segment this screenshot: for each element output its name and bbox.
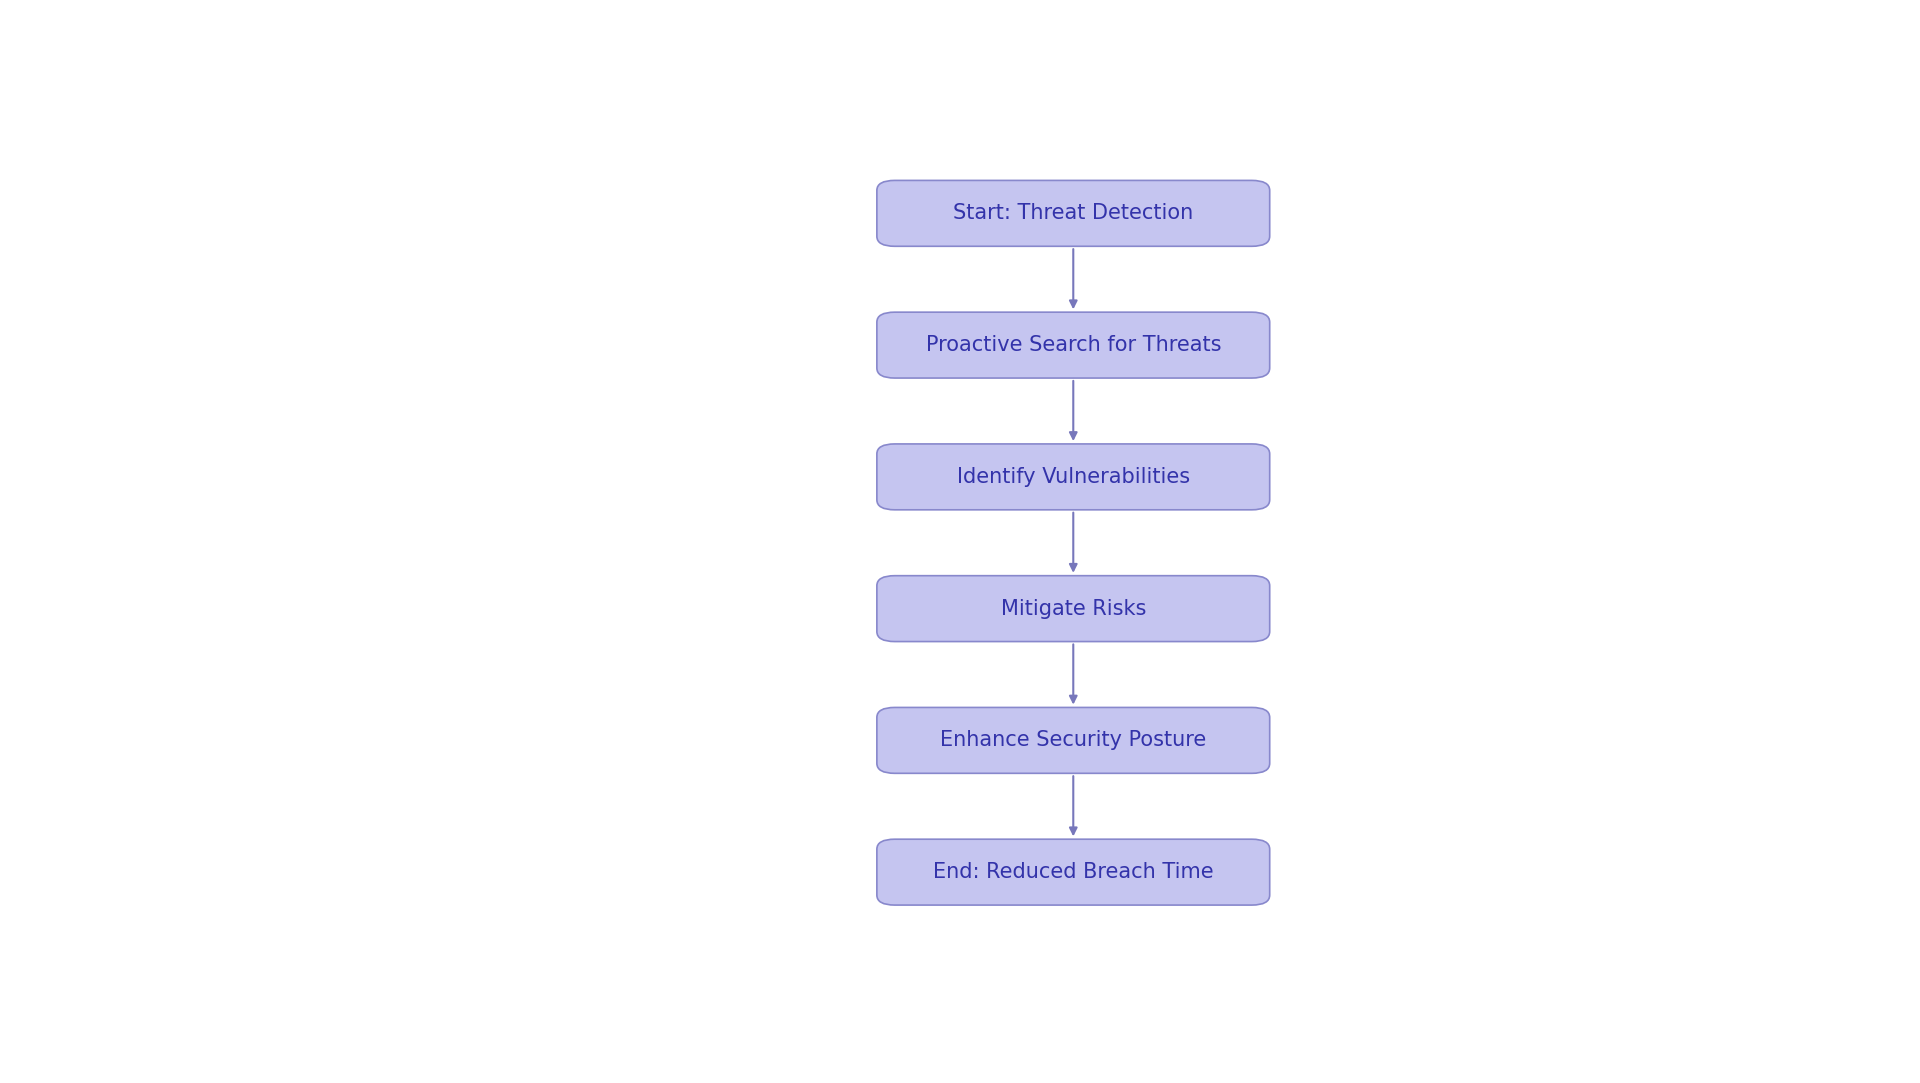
Text: Identify Vulnerabilities: Identify Vulnerabilities (956, 467, 1190, 487)
Text: Proactive Search for Threats: Proactive Search for Threats (925, 335, 1221, 355)
FancyBboxPatch shape (877, 181, 1269, 246)
FancyBboxPatch shape (877, 576, 1269, 641)
Text: Enhance Security Posture: Enhance Security Posture (941, 730, 1206, 751)
FancyBboxPatch shape (877, 312, 1269, 378)
FancyBboxPatch shape (877, 444, 1269, 510)
Text: End: Reduced Breach Time: End: Reduced Breach Time (933, 862, 1213, 883)
FancyBboxPatch shape (877, 839, 1269, 905)
Text: Start: Threat Detection: Start: Threat Detection (952, 204, 1194, 223)
Text: Mitigate Risks: Mitigate Risks (1000, 599, 1146, 618)
FancyBboxPatch shape (877, 707, 1269, 773)
